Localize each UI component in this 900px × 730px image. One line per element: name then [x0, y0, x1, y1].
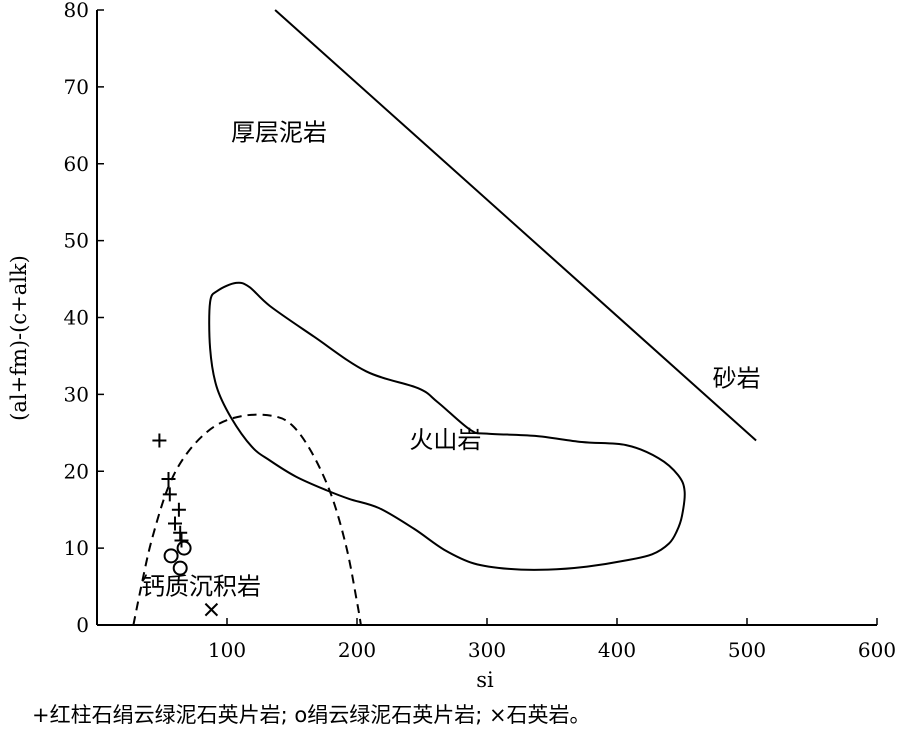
point-plus-0-4 [171, 502, 186, 517]
region-label-1: 砂岩 [713, 365, 761, 393]
chart-frame [96, 10, 877, 626]
point-plus-0-6 [174, 533, 189, 548]
y-tick-label-70: 70 [64, 75, 89, 99]
x-tick-label-400: 400 [598, 638, 636, 662]
y-tick-label-50: 50 [64, 229, 89, 253]
point-plus-0-1 [161, 471, 176, 486]
x-tick-label-100: 100 [208, 638, 246, 662]
volcanic-outline [208, 281, 686, 571]
point-circle-1-2 [172, 560, 188, 576]
point-circle-1-0 [163, 548, 179, 564]
x-tick-label-600: 600 [858, 638, 896, 662]
y-tick-label-40: 40 [64, 306, 89, 330]
point-plus-0-3 [168, 516, 182, 531]
y-tick-label-80: 80 [64, 0, 89, 22]
x-tick-label-500: 500 [728, 638, 766, 662]
y-tick-label-10: 10 [64, 536, 89, 560]
calcareous-boundary [132, 413, 362, 626]
x-axis-label: si [476, 668, 494, 692]
chart-ticks: 100 200 300 400 500 600 0 10 20 30 40 50 60 70 80 [64, 0, 897, 662]
chart-points [152, 433, 219, 617]
point-plus-0-2 [162, 487, 177, 502]
sandstone-boundary-line [274, 9, 757, 442]
y-tick-label-0: 0 [76, 613, 89, 637]
y-tick-label-60: 60 [64, 152, 89, 176]
y-axis-label: (al+fm)-(c+alk) [7, 255, 31, 421]
region-label-3: 钙质沉积岩 [141, 572, 261, 600]
point-plus-0-5 [173, 525, 188, 540]
region-label-0: 厚层泥岩 [231, 119, 327, 147]
x-tick-label-300: 300 [468, 638, 506, 662]
y-tick-label-30: 30 [64, 382, 89, 406]
region-label-2: 火山岩 [409, 426, 481, 454]
point-cross-2-0 [204, 602, 219, 617]
point-plus-0-0 [152, 433, 167, 448]
x-tick-label-200: 200 [338, 638, 376, 662]
y-tick-label-20: 20 [64, 459, 89, 483]
point-circle-1-1 [176, 540, 192, 556]
legend-caption: +红柱石绢云绿泥石英片岩; o绢云绿泥石英片岩; ×石英岩。 [32, 703, 591, 727]
